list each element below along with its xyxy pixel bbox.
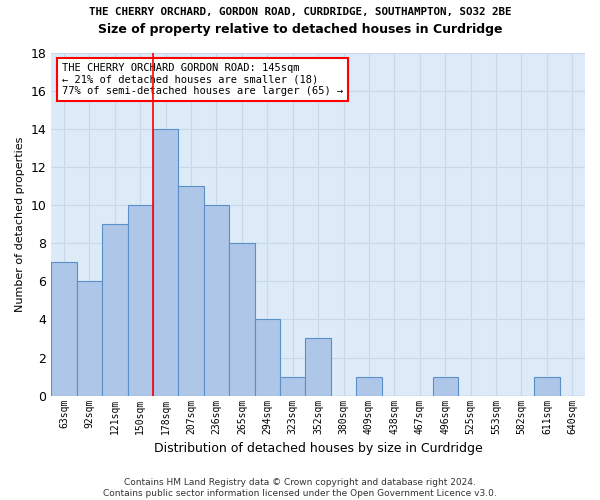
Y-axis label: Number of detached properties: Number of detached properties	[15, 136, 25, 312]
Bar	[51, 262, 77, 396]
Text: THE CHERRY ORCHARD, GORDON ROAD, CURDRIDGE, SOUTHAMPTON, SO32 2BE: THE CHERRY ORCHARD, GORDON ROAD, CURDRID…	[89, 8, 511, 18]
Bar	[280, 376, 305, 396]
Text: Contains HM Land Registry data © Crown copyright and database right 2024.
Contai: Contains HM Land Registry data © Crown c…	[103, 478, 497, 498]
Bar	[178, 186, 204, 396]
Bar	[534, 376, 560, 396]
X-axis label: Distribution of detached houses by size in Curdridge: Distribution of detached houses by size …	[154, 442, 482, 455]
Bar	[77, 282, 102, 396]
Bar	[229, 243, 254, 396]
Bar	[102, 224, 128, 396]
Bar	[128, 205, 153, 396]
Text: Size of property relative to detached houses in Curdridge: Size of property relative to detached ho…	[98, 22, 502, 36]
Text: THE CHERRY ORCHARD GORDON ROAD: 145sqm
← 21% of detached houses are smaller (18): THE CHERRY ORCHARD GORDON ROAD: 145sqm ←…	[62, 63, 343, 96]
Bar	[153, 129, 178, 396]
Bar	[305, 338, 331, 396]
Bar	[254, 320, 280, 396]
Bar	[433, 376, 458, 396]
Bar	[204, 205, 229, 396]
Bar	[356, 376, 382, 396]
